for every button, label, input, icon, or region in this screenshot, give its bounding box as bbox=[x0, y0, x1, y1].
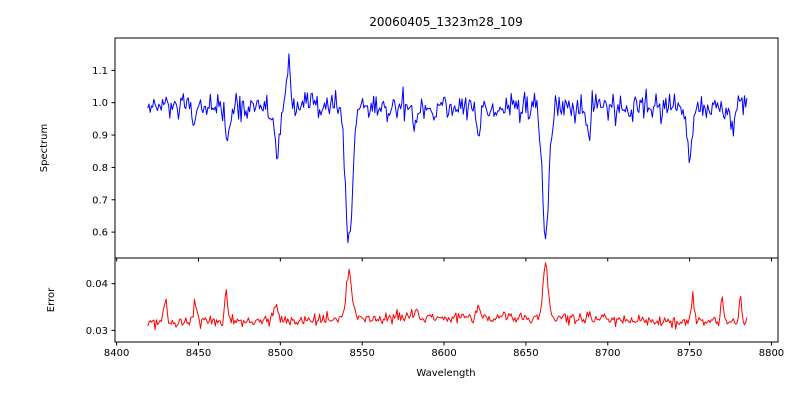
data-series-layer bbox=[147, 53, 748, 331]
x-tick-label: 8800 bbox=[759, 348, 784, 359]
x-tick-label: 8400 bbox=[104, 348, 129, 359]
error-y-axis-label: Error bbox=[46, 287, 57, 312]
axes-layer bbox=[114, 37, 779, 343]
plot-title: 20060405_1323m28_109 bbox=[369, 15, 522, 29]
y-tick-label: 0.6 bbox=[92, 228, 108, 239]
error-axes-box bbox=[114, 257, 779, 343]
spectrum-line bbox=[147, 53, 748, 244]
x-axis-label: Wavelength bbox=[416, 368, 475, 379]
spectrum-y-axis-label: Spectrum bbox=[39, 124, 50, 172]
y-tick-label: 0.03 bbox=[86, 326, 108, 337]
y-tick-label: 1.0 bbox=[92, 98, 108, 109]
ticks-layer: 0.6 0.7 0.8 0.9 1.0 1.1 0.03 0.04 8400 8450 8500 85… bbox=[86, 66, 784, 359]
y-tick-label: 0.7 bbox=[92, 195, 108, 206]
y-tick-label: 0.8 bbox=[92, 163, 108, 174]
x-tick-label: 8550 bbox=[349, 348, 374, 359]
x-tick-label: 8600 bbox=[431, 348, 456, 359]
x-tick-label: 8700 bbox=[595, 348, 620, 359]
y-tick-label: 0.04 bbox=[86, 279, 108, 290]
y-tick-label: 1.1 bbox=[92, 66, 108, 77]
x-tick-label: 8500 bbox=[268, 348, 293, 359]
spectrum-axes-box bbox=[114, 37, 779, 259]
x-tick-label: 8450 bbox=[186, 348, 211, 359]
error-line bbox=[147, 262, 748, 331]
x-tick-label: 8650 bbox=[513, 348, 538, 359]
x-tick-label: 8750 bbox=[677, 348, 702, 359]
y-tick-label: 0.9 bbox=[92, 131, 108, 142]
